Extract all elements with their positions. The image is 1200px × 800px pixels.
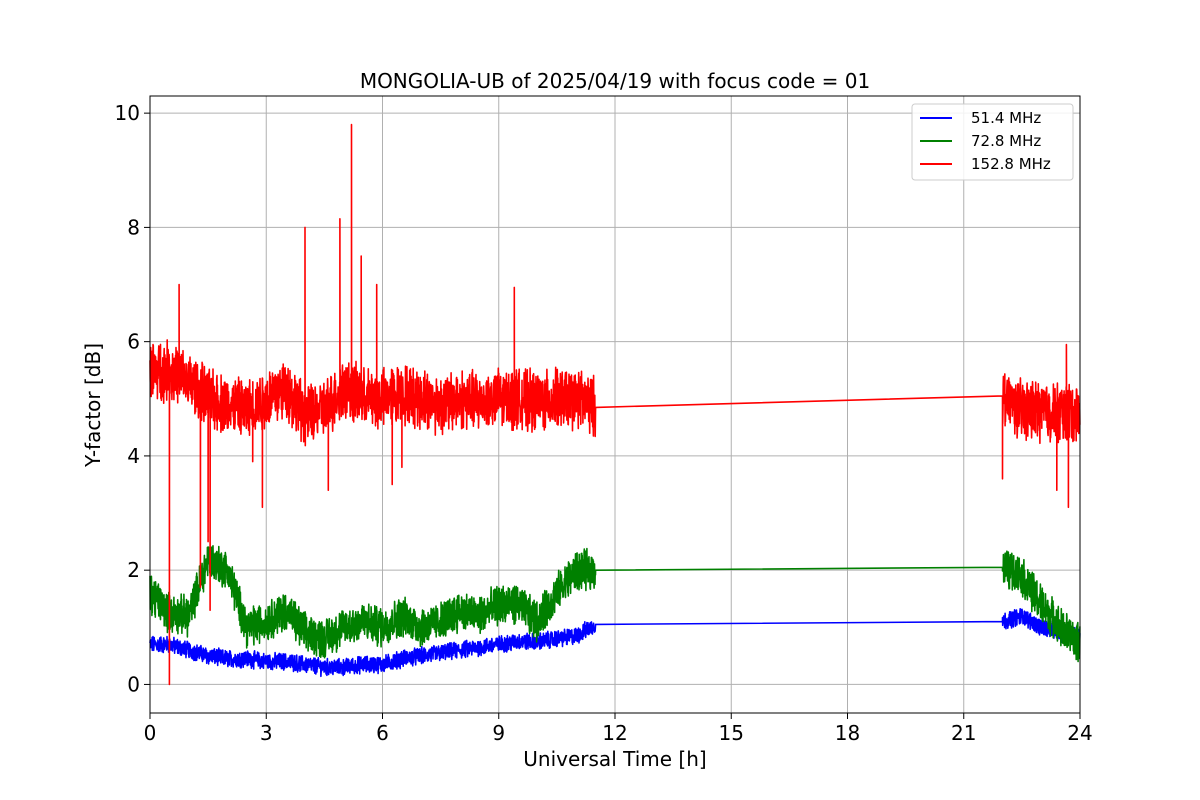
grid (149, 96, 1081, 713)
legend-label: 72.8 MHz (971, 132, 1041, 150)
legend-label: 51.4 MHz (971, 109, 1041, 127)
x-tick-label: 24 (1067, 721, 1092, 745)
series-line (149, 608, 1081, 678)
y-tick-label: 0 (127, 672, 140, 696)
x-tick-label: 12 (602, 721, 627, 745)
x-axis-label: Universal Time [h] (523, 747, 706, 771)
x-tick-label: 6 (376, 721, 389, 745)
legend-box (911, 103, 1074, 181)
y-tick-label: 6 (127, 330, 140, 354)
x-tick-label: 18 (835, 721, 860, 745)
legend-label: 152.8 MHz (971, 155, 1051, 173)
series-layer (149, 123, 1081, 686)
y-tick-label: 10 (115, 101, 140, 125)
series-line (149, 545, 1081, 663)
y-tick-label: 4 (127, 444, 140, 468)
y-axis-label: Y-factor [dB] (81, 343, 105, 468)
y-tick-label: 2 (127, 558, 140, 582)
x-tick-label: 3 (260, 721, 273, 745)
y-tick-label: 8 (127, 215, 140, 239)
x-tick-label: 9 (492, 721, 505, 745)
x-tick-label: 0 (144, 721, 157, 745)
chart-title: MONGOLIA-UB of 2025/04/19 with focus cod… (360, 69, 870, 93)
x-tick-label: 15 (719, 721, 744, 745)
series-line (149, 123, 1081, 686)
legend: 51.4 MHz 72.8 MHz 152.8 MHz (911, 103, 1074, 181)
x-tick-label: 21 (951, 721, 976, 745)
